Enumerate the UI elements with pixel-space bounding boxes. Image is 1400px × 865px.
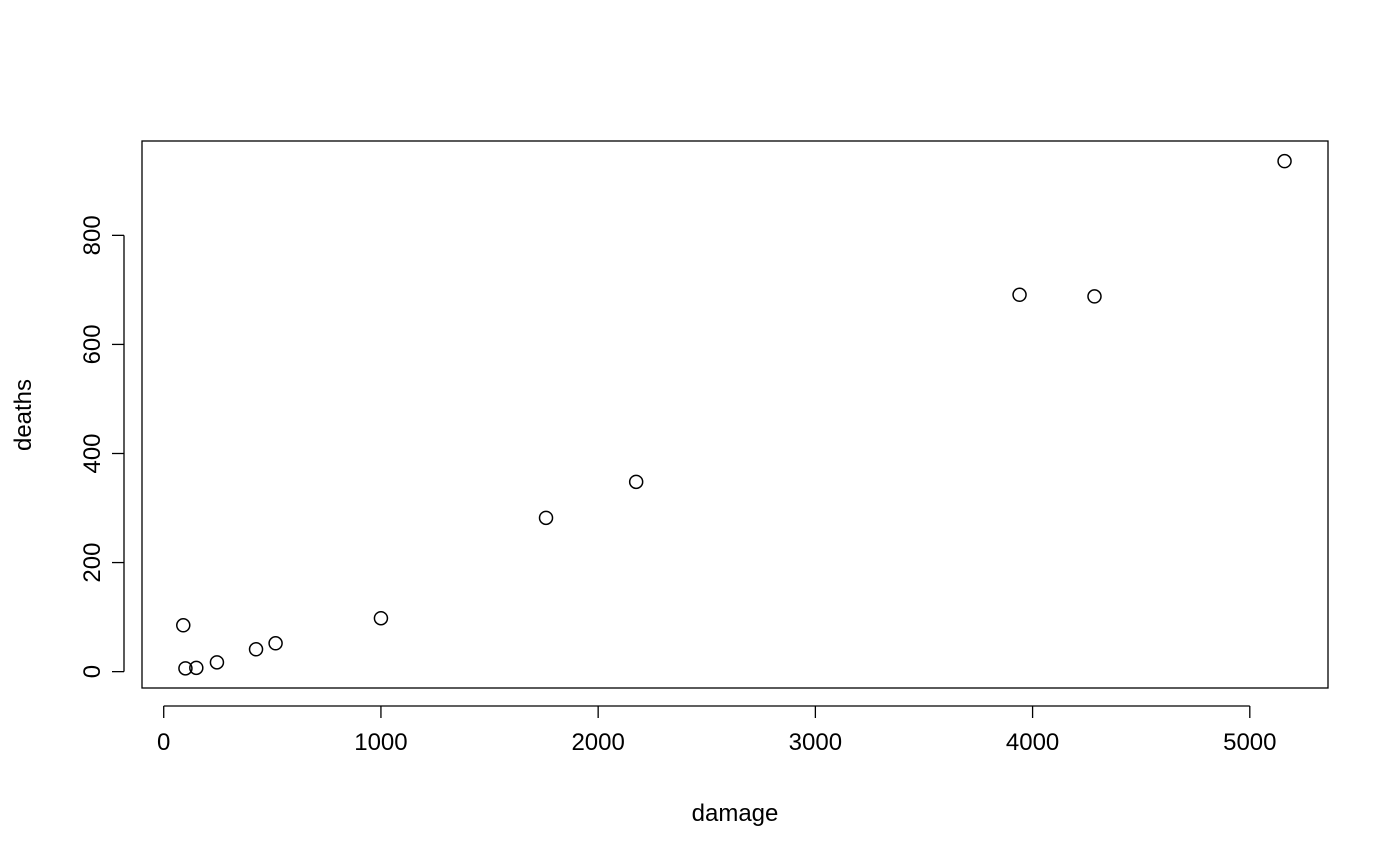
x-tick-label: 3000 <box>789 729 842 756</box>
x-tick-label: 2000 <box>571 729 624 756</box>
y-tick-label: 600 <box>79 324 106 364</box>
data-point <box>1087 289 1102 304</box>
y-axis: 0 200 400 600 800 <box>79 215 125 678</box>
x-tick-label: 4000 <box>1006 729 1059 756</box>
y-axis-label: deaths <box>10 379 37 451</box>
x-tick-label: 0 <box>157 729 170 756</box>
y-tick-label: 800 <box>79 215 106 255</box>
data-point <box>248 642 264 657</box>
data-point <box>373 610 389 626</box>
x-axis: 0 1000 2000 3000 4000 5000 <box>157 705 1276 756</box>
data-point <box>176 618 191 633</box>
data-point <box>189 660 204 676</box>
data-point <box>209 655 225 670</box>
data-point <box>268 636 283 651</box>
data-point <box>628 474 644 490</box>
data-point <box>1012 287 1027 303</box>
x-tick-label: 5000 <box>1223 729 1276 756</box>
x-axis-label: damage <box>692 800 779 827</box>
y-tick-label: 400 <box>79 433 106 473</box>
data-point <box>1277 153 1292 169</box>
y-tick-label: 0 <box>79 665 106 678</box>
x-tick-label: 1000 <box>354 729 407 756</box>
data-points <box>176 153 1292 676</box>
data-point <box>178 661 193 676</box>
plot-area-frame <box>141 140 1329 689</box>
y-tick-label: 200 <box>79 543 106 583</box>
data-point <box>538 510 554 526</box>
